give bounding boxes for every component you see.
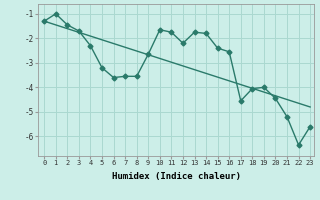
X-axis label: Humidex (Indice chaleur): Humidex (Indice chaleur) <box>111 172 241 181</box>
